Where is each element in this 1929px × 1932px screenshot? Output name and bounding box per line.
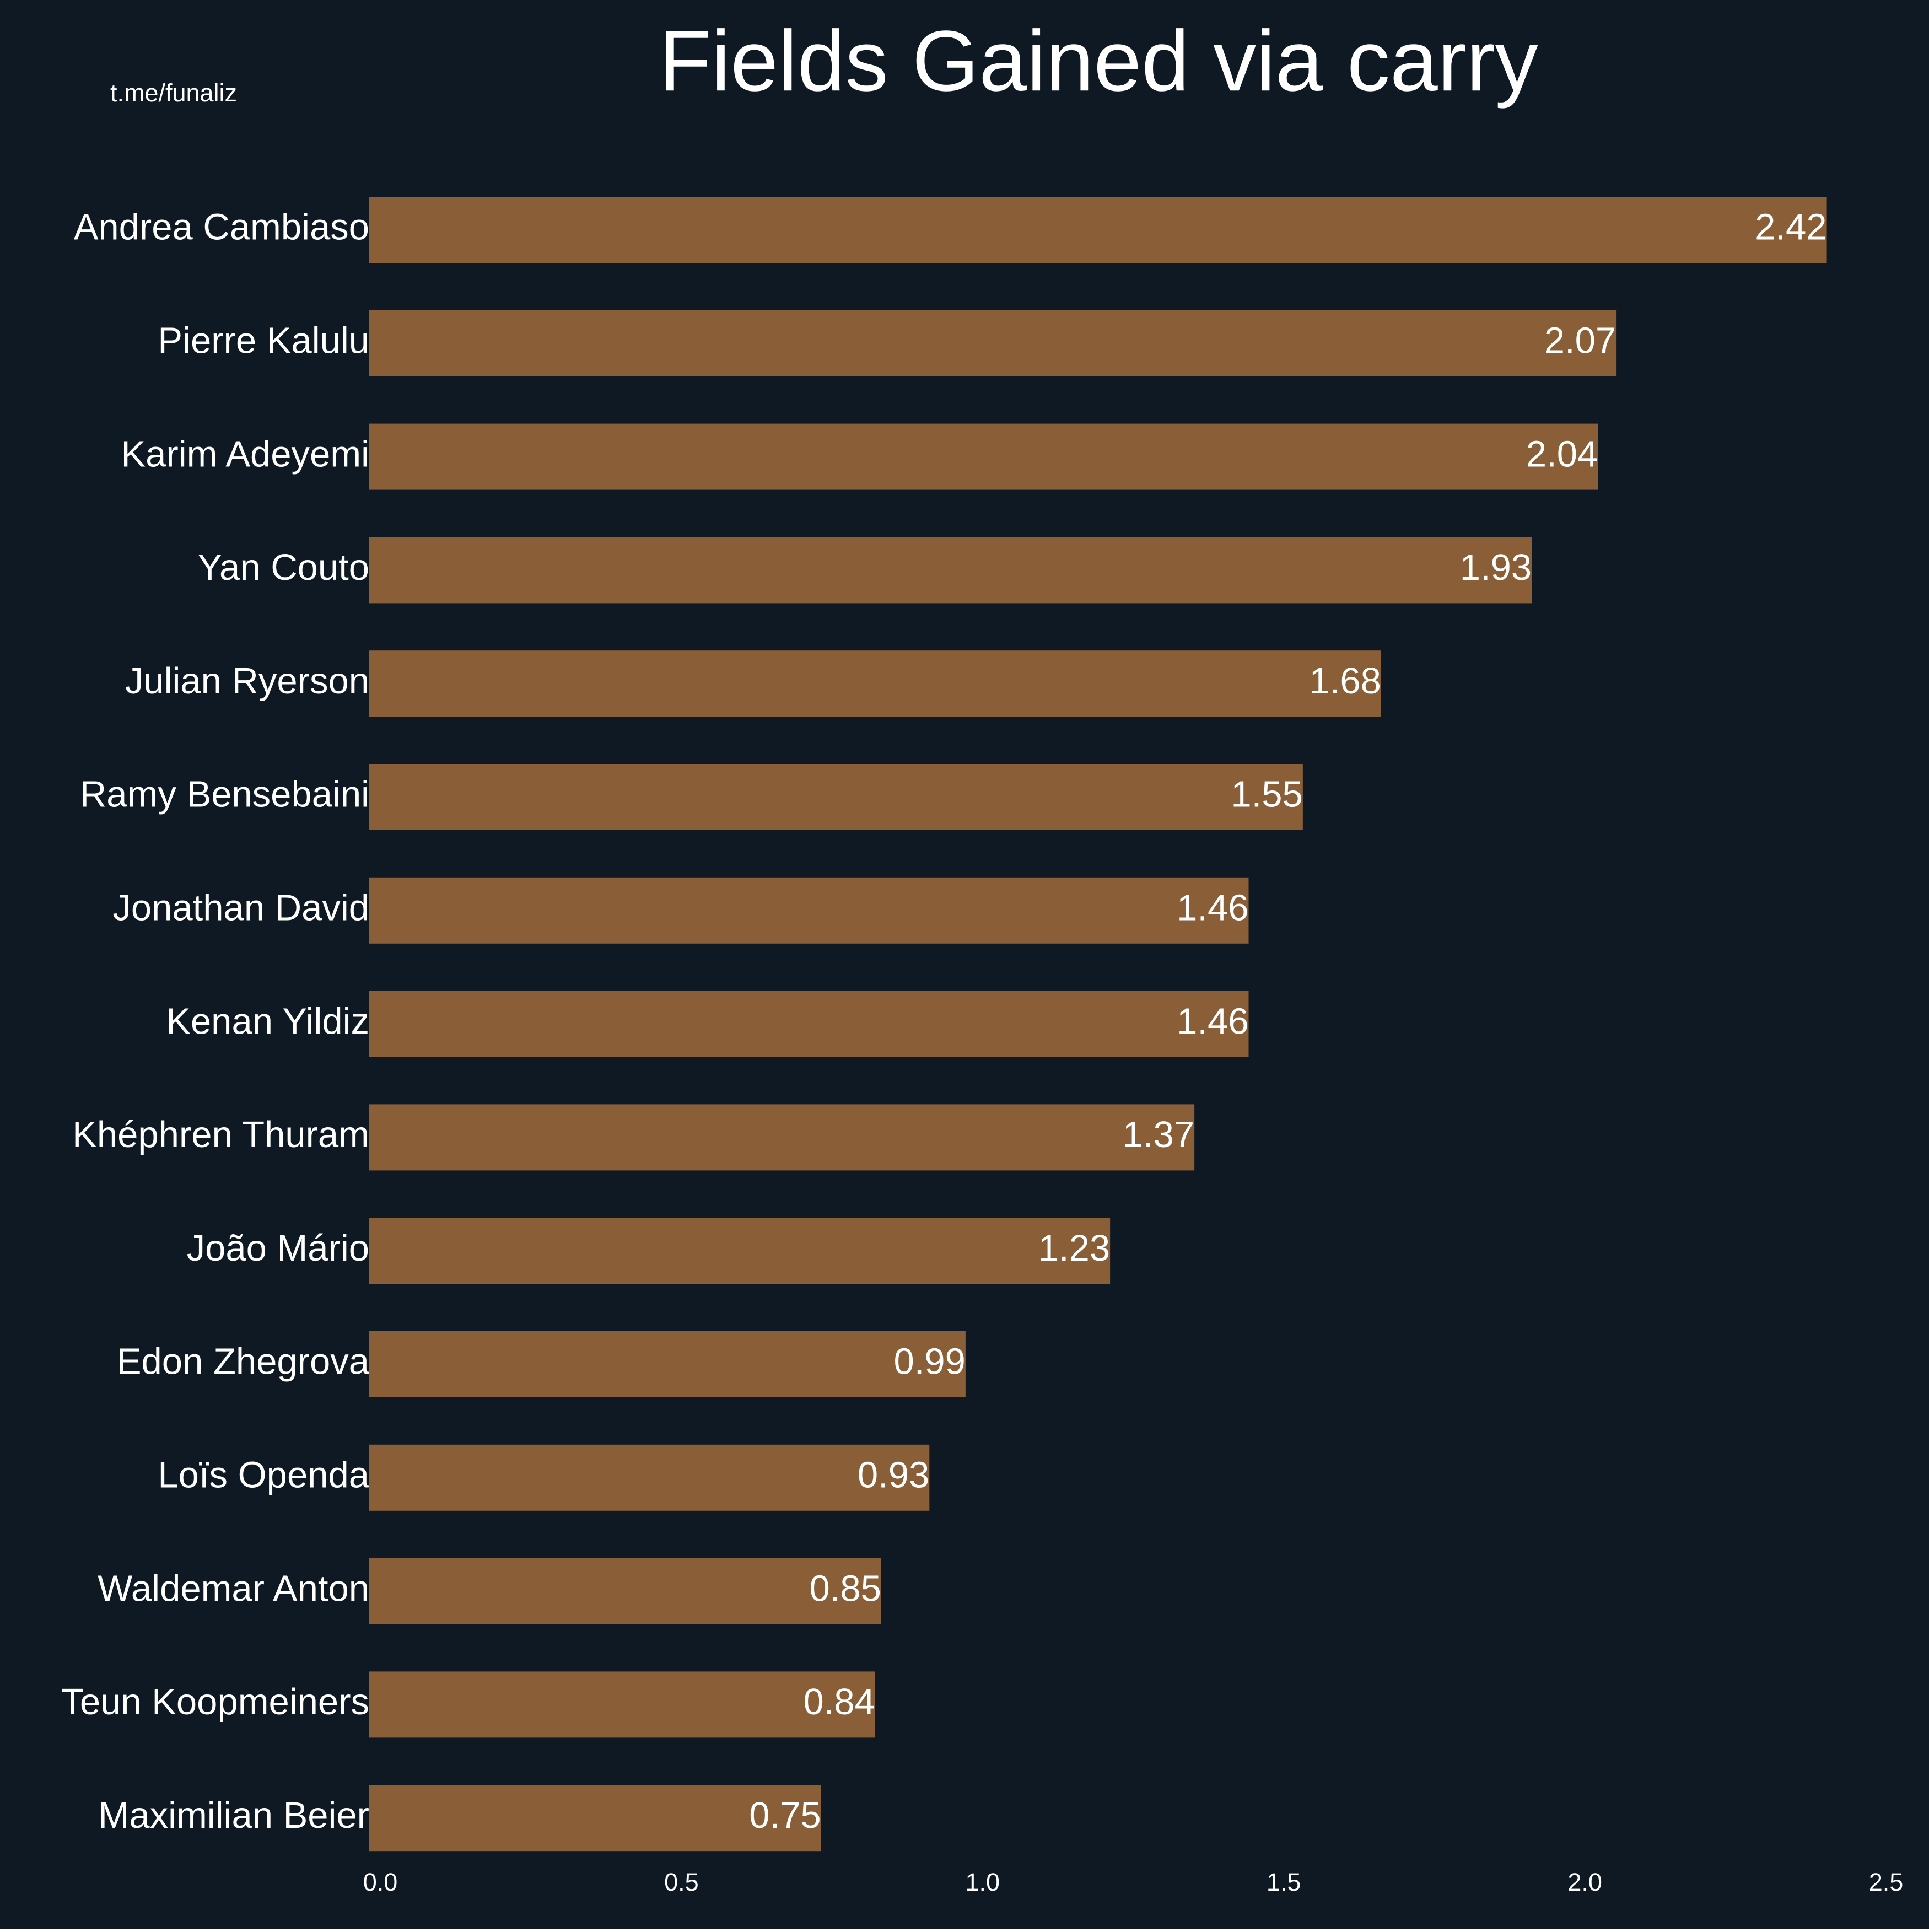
value-label: 0.85 (809, 1568, 881, 1609)
value-label: 2.07 (1544, 320, 1616, 362)
x-tick-label: 0.5 (664, 1868, 699, 1896)
bar (369, 423, 1598, 490)
bar (369, 650, 1381, 717)
y-tick-label: Andrea Cambiaso (74, 207, 369, 248)
value-label: 1.93 (1460, 547, 1532, 588)
y-tick-label: Waldemar Anton (98, 1568, 369, 1609)
bar (369, 1785, 821, 1852)
bar (369, 1444, 930, 1511)
x-tick-label: 2.0 (1567, 1868, 1602, 1896)
value-label: 1.46 (1177, 887, 1248, 929)
y-tick-label: Jonathan David (112, 887, 369, 929)
x-tick-label: 1.0 (966, 1868, 1000, 1896)
value-label: 0.75 (749, 1795, 821, 1836)
watermark: t.me/funaliz (110, 79, 237, 107)
value-label: 2.42 (1755, 207, 1826, 248)
bar (369, 197, 1827, 263)
bar (369, 310, 1617, 376)
value-label: 0.84 (804, 1681, 875, 1723)
bar (369, 877, 1249, 944)
y-tick-label: Maximilian Beier (99, 1795, 369, 1836)
x-tick-label: 2.5 (1869, 1868, 1904, 1896)
value-label: 2.04 (1526, 433, 1598, 475)
chart-title: Fields Gained via carry (659, 13, 1538, 109)
y-tick-label: Pierre Kalulu (158, 320, 369, 362)
x-tick-label: 0.0 (363, 1868, 398, 1896)
bar (369, 1104, 1195, 1171)
value-label: 0.93 (858, 1455, 929, 1496)
y-tick-label: Julian Ryerson (125, 660, 369, 702)
value-label: 1.68 (1309, 660, 1381, 702)
bar (369, 537, 1532, 604)
y-tick-label: Edon Zhegrova (117, 1341, 370, 1382)
y-tick-label: Loïs Openda (158, 1455, 369, 1496)
y-tick-label: Ramy Bensebaini (80, 774, 369, 815)
value-label: 1.46 (1177, 1000, 1248, 1042)
y-tick-label: Khéphren Thuram (72, 1114, 369, 1155)
y-tick-label: João Mário (187, 1228, 369, 1269)
value-label: 1.23 (1038, 1228, 1110, 1269)
bar (369, 1558, 881, 1624)
bar (369, 1331, 966, 1397)
y-tick-label: Teun Koopmeiners (61, 1681, 369, 1723)
y-tick-label: Karim Adeyemi (121, 433, 369, 475)
value-label: 1.55 (1231, 774, 1302, 815)
bar (369, 991, 1249, 1057)
bar (369, 1218, 1111, 1284)
y-tick-label: Kenan Yildiz (166, 1000, 369, 1042)
value-label: 1.37 (1123, 1114, 1194, 1155)
bar (369, 764, 1303, 830)
value-label: 0.99 (893, 1341, 965, 1382)
bar (369, 1671, 875, 1738)
y-tick-label: Yan Couto (197, 547, 369, 588)
x-tick-label: 1.5 (1267, 1868, 1301, 1896)
